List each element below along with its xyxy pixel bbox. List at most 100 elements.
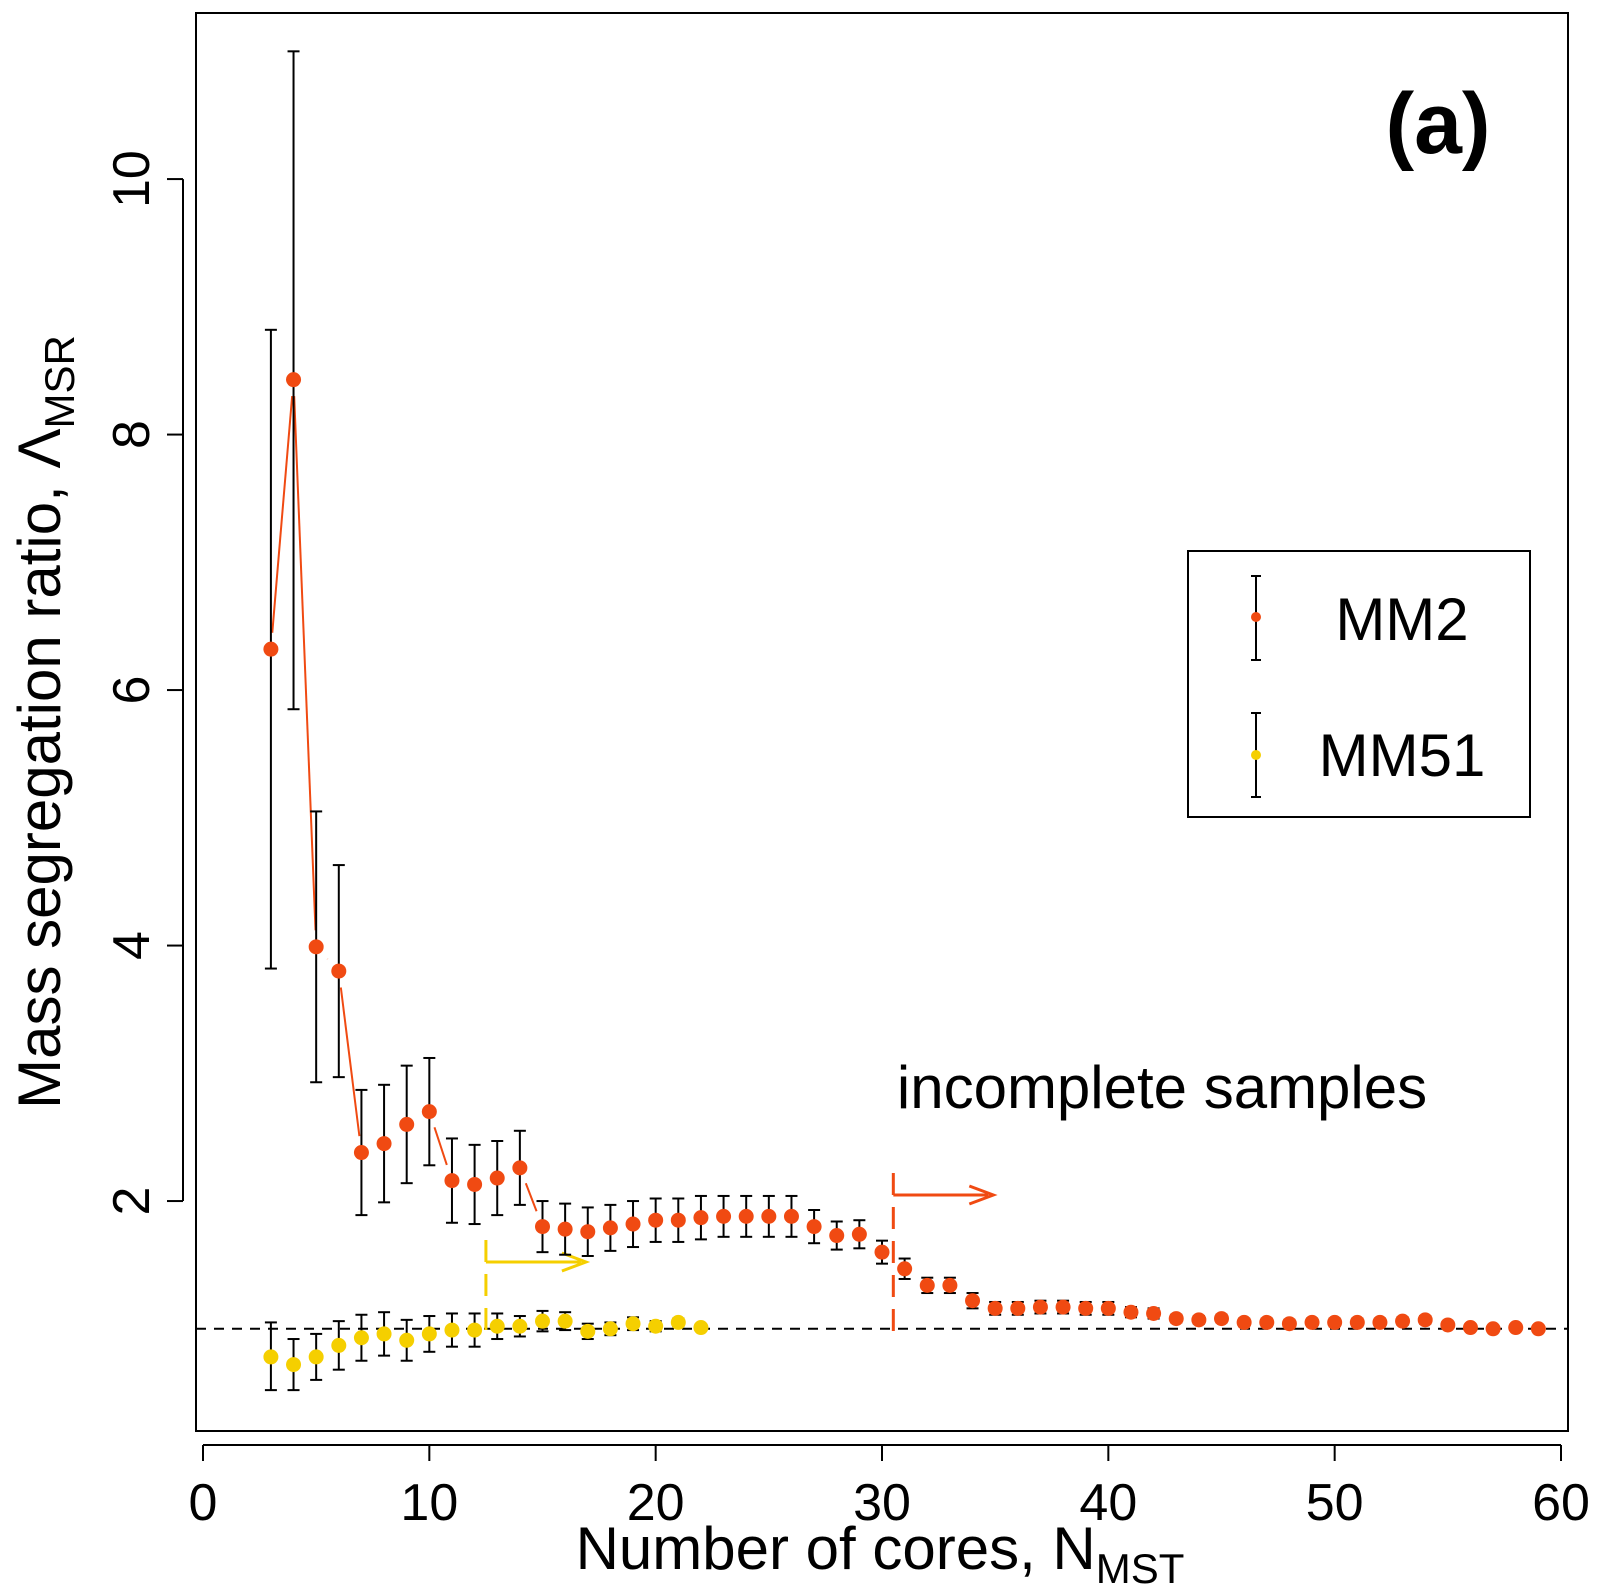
legend-symbol-mm2 xyxy=(1251,612,1261,622)
point-mm2 xyxy=(331,964,346,979)
point-mm51 xyxy=(354,1330,369,1345)
point-mm2 xyxy=(490,1171,505,1186)
point-mm51 xyxy=(603,1321,618,1336)
point-mm2 xyxy=(761,1209,776,1224)
point-mm2 xyxy=(1350,1315,1365,1330)
point-mm2 xyxy=(422,1104,437,1119)
point-mm2 xyxy=(1146,1306,1161,1321)
point-mm2 xyxy=(1531,1321,1546,1336)
series-line-mm2-segment xyxy=(526,1183,537,1211)
point-mm2 xyxy=(1282,1316,1297,1331)
point-mm2 xyxy=(399,1117,414,1132)
y-tick-label: 2 xyxy=(103,1187,161,1216)
point-mm2 xyxy=(354,1145,369,1160)
point-mm2 xyxy=(1327,1315,1342,1330)
point-mm2 xyxy=(580,1224,595,1239)
point-mm2 xyxy=(648,1213,663,1228)
y-axis-label: Mass segregation ratio, ΛMSR xyxy=(6,335,83,1109)
point-mm2 xyxy=(988,1301,1003,1316)
point-mm2 xyxy=(626,1217,641,1232)
y-tick-label: 8 xyxy=(103,420,161,449)
legend-symbol-mm51 xyxy=(1251,750,1261,760)
y-tick-label: 6 xyxy=(103,676,161,705)
point-mm2 xyxy=(512,1160,527,1175)
point-mm2 xyxy=(807,1219,822,1234)
point-mm2 xyxy=(1078,1301,1093,1316)
point-mm51 xyxy=(286,1357,301,1372)
point-mm2 xyxy=(671,1213,686,1228)
point-mm2 xyxy=(558,1222,573,1237)
point-mm2 xyxy=(965,1293,980,1308)
point-mm2 xyxy=(263,642,278,657)
point-mm51 xyxy=(558,1314,573,1329)
panel-label: (a) xyxy=(1385,76,1490,172)
point-mm2 xyxy=(852,1227,867,1242)
point-mm2 xyxy=(1237,1315,1252,1330)
y-tick-label: 4 xyxy=(103,931,161,960)
point-mm51 xyxy=(671,1315,686,1330)
point-mm2 xyxy=(784,1209,799,1224)
y-axis-label-main: Mass segregation ratio, Λ xyxy=(6,428,73,1108)
point-mm2 xyxy=(897,1261,912,1276)
series-line-mm2-segment xyxy=(294,396,315,930)
point-mm51 xyxy=(467,1323,482,1338)
point-mm2 xyxy=(444,1173,459,1188)
point-mm51 xyxy=(377,1326,392,1341)
series-line-mm2-segment xyxy=(341,987,360,1136)
point-mm2 xyxy=(1191,1312,1206,1327)
y-tick-label: 10 xyxy=(103,150,161,208)
point-mm51 xyxy=(444,1323,459,1338)
point-mm51 xyxy=(580,1324,595,1339)
point-mm2 xyxy=(309,939,324,954)
point-mm51 xyxy=(331,1338,346,1353)
legend-label-mm51: MM51 xyxy=(1319,722,1486,789)
point-mm2 xyxy=(467,1177,482,1192)
point-mm2 xyxy=(942,1278,957,1293)
point-mm2 xyxy=(1123,1305,1138,1320)
point-mm2 xyxy=(1463,1320,1478,1335)
point-mm2 xyxy=(1372,1315,1387,1330)
point-mm2 xyxy=(1305,1315,1320,1330)
point-mm2 xyxy=(1010,1301,1025,1316)
point-mm2 xyxy=(1169,1311,1184,1326)
legend: MM2 MM51 xyxy=(1188,551,1530,817)
point-mm2 xyxy=(739,1209,754,1224)
y-axis-label-sub: MSR xyxy=(36,335,83,428)
point-mm51 xyxy=(263,1349,278,1364)
point-mm51 xyxy=(309,1349,324,1364)
point-mm2 xyxy=(1056,1300,1071,1315)
point-mm2 xyxy=(377,1136,392,1151)
point-mm2 xyxy=(875,1245,890,1260)
point-mm2 xyxy=(1440,1317,1455,1332)
point-mm51 xyxy=(648,1319,663,1334)
point-mm2 xyxy=(1259,1315,1274,1330)
series-line-layer xyxy=(272,396,536,1211)
point-mm2 xyxy=(603,1220,618,1235)
point-mm2 xyxy=(829,1228,844,1243)
point-mm2 xyxy=(1214,1311,1229,1326)
point-mm2 xyxy=(286,372,301,387)
point-mm2 xyxy=(716,1209,731,1224)
series-line-mm2-segment xyxy=(434,1127,446,1165)
point-mm51 xyxy=(512,1319,527,1334)
point-mm51 xyxy=(399,1333,414,1348)
x-tick-label: 0 xyxy=(189,1474,218,1532)
legend-label-mm2: MM2 xyxy=(1335,586,1468,653)
annotation-text: incomplete samples xyxy=(897,1054,1427,1121)
point-mm51 xyxy=(693,1320,708,1335)
point-mm2 xyxy=(1418,1312,1433,1327)
point-mm51 xyxy=(535,1314,550,1329)
point-mm51 xyxy=(422,1326,437,1341)
x-axis-label: Number of cores, NMST xyxy=(576,1515,1185,1584)
x-tick-label: 60 xyxy=(1532,1474,1590,1532)
point-mm2 xyxy=(920,1278,935,1293)
point-mm2 xyxy=(693,1210,708,1225)
x-axis-label-sub: MST xyxy=(1096,1545,1185,1584)
x-axis-label-main: Number of cores, N xyxy=(576,1515,1096,1582)
series-line-mm2-segment xyxy=(272,396,292,633)
point-mm2 xyxy=(1395,1314,1410,1329)
point-mm51 xyxy=(626,1316,641,1331)
